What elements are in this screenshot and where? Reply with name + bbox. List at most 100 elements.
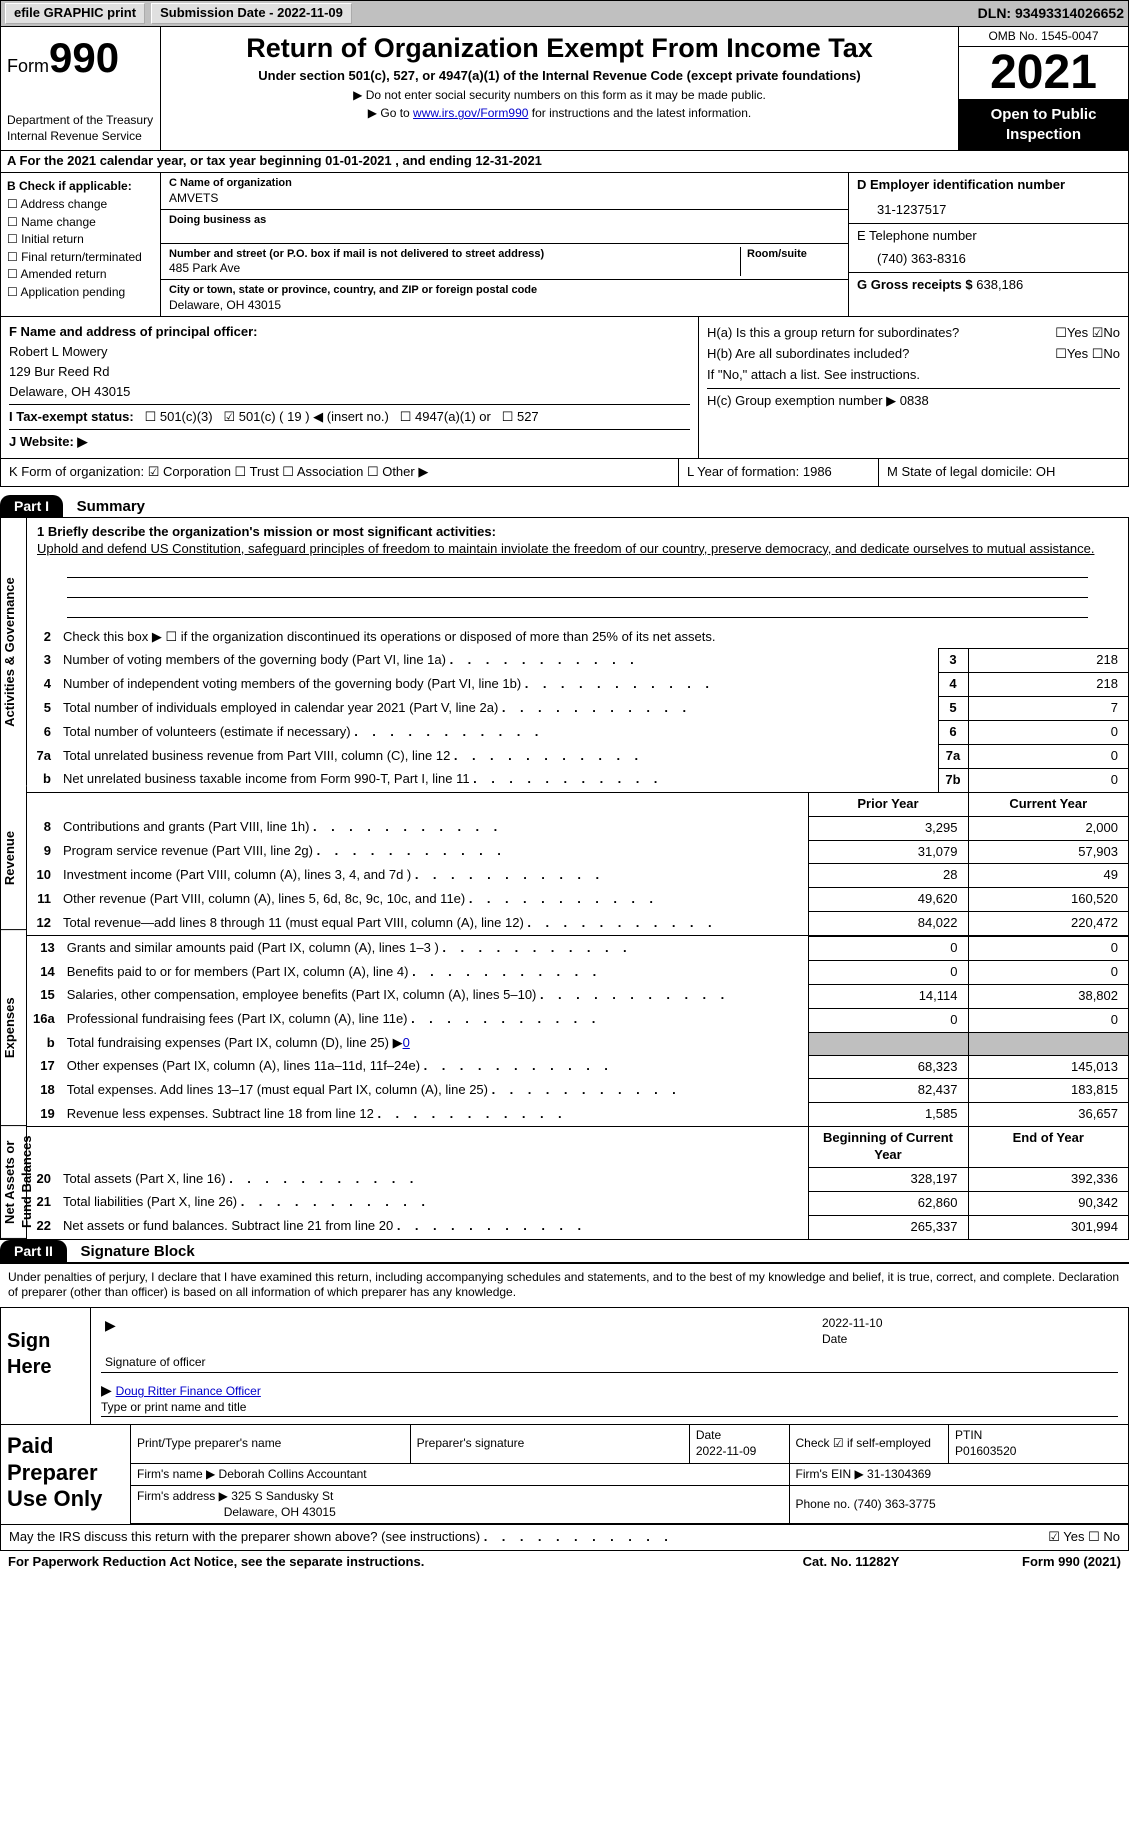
chk-name-change[interactable]: Name change <box>7 215 154 231</box>
p12: 84,022 <box>808 912 968 935</box>
pp-ptin-value: P01603520 <box>955 1444 1016 1458</box>
c14: 0 <box>968 961 1128 985</box>
hb-label: H(b) Are all subordinates included? <box>707 346 909 361</box>
section-bcd: B Check if applicable: Address change Na… <box>0 173 1129 317</box>
p21: 62,860 <box>808 1191 968 1215</box>
vlabel-revenue: Revenue <box>1 786 27 930</box>
activities-table: 2Check this box ▶ ☐ if the organization … <box>27 626 1128 792</box>
line19: Revenue less expenses. Subtract line 18 … <box>61 1103 808 1126</box>
chk-application-pending[interactable]: Application pending <box>7 285 154 301</box>
form-title: Return of Organization Exempt From Incom… <box>171 31 948 66</box>
section-fhij: F Name and address of principal officer:… <box>0 317 1129 458</box>
sig-date-value: 2022-11-10 <box>822 1316 1114 1332</box>
p22: 265,337 <box>808 1215 968 1238</box>
form-ref: Form 990 (2021) <box>951 1554 1121 1571</box>
pp-firm-value: Deborah Collins Accountant <box>219 1467 367 1481</box>
row-a-period: A For the 2021 calendar year, or tax yea… <box>0 151 1129 173</box>
street-address: 485 Park Ave <box>169 261 740 277</box>
pp-ein-label: Firm's EIN ▶ <box>796 1467 864 1481</box>
column-d: D Employer identification number 31-1237… <box>848 173 1128 316</box>
part2-label: Part II <box>0 1240 67 1262</box>
c9: 57,903 <box>968 840 1128 864</box>
org-name-label: C Name of organization <box>169 176 840 190</box>
omb-number: OMB No. 1545-0047 <box>959 27 1128 48</box>
note-ssn: ▶ Do not enter social security numbers o… <box>171 88 948 104</box>
k-form-org: K Form of organization: ☑ Corporation ☐ … <box>1 459 678 486</box>
pp-phone-label: Phone no. <box>796 1497 851 1511</box>
efile-print-button[interactable]: efile GRAPHIC print <box>5 3 145 24</box>
j-website-label: J Website: ▶ <box>9 434 87 449</box>
line12: Total revenue—add lines 8 through 11 (mu… <box>57 912 808 935</box>
c16b <box>968 1032 1128 1055</box>
pp-selfemp[interactable]: Check ☑ if self-employed <box>789 1425 949 1463</box>
mission-blank3 <box>67 602 1088 618</box>
val7a: 0 <box>968 745 1128 769</box>
officer-name: Robert L Mowery <box>9 344 690 361</box>
line16b: Total fundraising expenses (Part IX, col… <box>61 1032 808 1055</box>
summary-section: Activities & Governance Revenue Expenses… <box>0 518 1129 1240</box>
form-label: Form <box>7 56 49 76</box>
val7b: 0 <box>968 768 1128 791</box>
pp-date-label: Date <box>696 1428 721 1442</box>
f-label: F Name and address of principal officer: <box>9 324 258 339</box>
c12: 220,472 <box>968 912 1128 935</box>
chk-address-change[interactable]: Address change <box>7 197 154 213</box>
room-label: Room/suite <box>747 247 840 261</box>
form-header: Form990 Department of the Treasury Inter… <box>0 27 1129 152</box>
i-501c3[interactable]: 501(c)(3) <box>160 409 213 424</box>
officer-addr2: Delaware, OH 43015 <box>9 384 690 401</box>
chk-final-return[interactable]: Final return/terminated <box>7 250 154 266</box>
city-state-zip: Delaware, OH 43015 <box>169 298 840 314</box>
i-501c[interactable]: 501(c) ( 19 ) ◀ (insert no.) <box>239 409 389 424</box>
chk-initial-return[interactable]: Initial return <box>7 232 154 248</box>
vlabel-activities: Activities & Governance <box>1 518 27 786</box>
val4: 218 <box>968 673 1128 697</box>
b-header: B Check if applicable: <box>7 179 154 195</box>
pp-sig-label: Preparer's signature <box>410 1425 689 1463</box>
p9: 31,079 <box>808 840 968 864</box>
header-right: OMB No. 1545-0047 2021 Open to Public In… <box>958 27 1128 151</box>
line9: Program service revenue (Part VIII, line… <box>57 840 808 864</box>
hb-no[interactable]: No <box>1103 346 1120 361</box>
c22: 301,994 <box>968 1215 1128 1238</box>
paid-preparer-block: Paid Preparer Use Only Print/Type prepar… <box>0 1425 1129 1525</box>
mission-blank2 <box>67 582 1088 598</box>
activities-block: 1 Briefly describe the organization's mi… <box>27 518 1128 793</box>
discuss-answer[interactable]: ☑ Yes ☐ No <box>1048 1529 1120 1546</box>
hb-yes[interactable]: Yes <box>1067 346 1088 361</box>
mission-text: Uphold and defend US Constitution, safeg… <box>37 541 1118 558</box>
part1-label: Part I <box>0 495 63 517</box>
i-527[interactable]: 527 <box>517 409 539 424</box>
p14: 0 <box>808 961 968 985</box>
pp-firm-label: Firm's name ▶ <box>137 1467 215 1481</box>
c8: 2,000 <box>968 816 1128 840</box>
irs-link[interactable]: www.irs.gov/Form990 <box>413 106 528 120</box>
c10: 49 <box>968 864 1128 888</box>
line7b: Net unrelated business taxable income fr… <box>57 768 938 791</box>
sig-date-label: Date <box>822 1332 847 1346</box>
sig-name-value[interactable]: Doug Ritter Finance Officer <box>116 1384 261 1398</box>
ha-no[interactable]: No <box>1103 325 1120 340</box>
line16b-link[interactable]: 0 <box>403 1035 410 1050</box>
ha-yes[interactable]: Yes <box>1067 325 1088 340</box>
p17: 68,323 <box>808 1055 968 1079</box>
part2-bar: Part II Signature Block <box>0 1240 1129 1263</box>
line13: Grants and similar amounts paid (Part IX… <box>61 937 808 961</box>
note-goto: ▶ Go to www.irs.gov/Form990 for instruct… <box>171 106 948 122</box>
hdr-begin: Beginning of Current Year <box>808 1127 968 1167</box>
line20: Total assets (Part X, line 16) <box>57 1168 808 1192</box>
val5: 7 <box>968 697 1128 721</box>
ein-value: 31-1237517 <box>857 202 1120 219</box>
chk-amended-return[interactable]: Amended return <box>7 267 154 283</box>
hc-label: H(c) Group exemption number ▶ 0838 <box>707 388 1120 410</box>
p11: 49,620 <box>808 888 968 912</box>
form-number: 990 <box>49 34 119 81</box>
gross-value: 638,186 <box>976 277 1023 292</box>
p15: 14,114 <box>808 984 968 1008</box>
i-4947[interactable]: 4947(a)(1) or <box>415 409 491 424</box>
p13: 0 <box>808 937 968 961</box>
hdr-end: End of Year <box>968 1127 1128 1167</box>
pp-date-value: 2022-11-09 <box>696 1444 757 1458</box>
c18: 183,815 <box>968 1079 1128 1103</box>
form-subtitle: Under section 501(c), 527, or 4947(a)(1)… <box>171 68 948 85</box>
